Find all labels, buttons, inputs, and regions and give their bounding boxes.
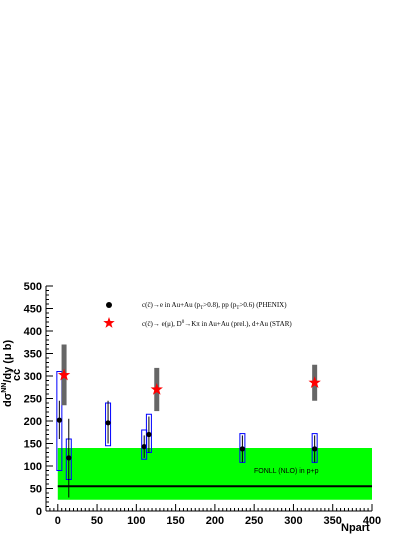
- phenix-point: [56, 371, 63, 471]
- phenix-marker: [56, 417, 62, 423]
- phenix-point: [65, 418, 72, 498]
- y-tick-label: 0: [36, 506, 42, 518]
- y-axis-title-tail: /dy (μ b): [2, 340, 14, 383]
- fonll-band-layer: [57, 448, 372, 500]
- x-tick-label: 100: [127, 515, 145, 527]
- y-tick-label: 200: [24, 416, 42, 428]
- y-tick-label: 400: [24, 326, 42, 338]
- star-marker: [57, 368, 71, 381]
- legend-marker-star: [103, 317, 115, 328]
- star-point: [308, 364, 321, 401]
- x-tick-label: 350: [324, 515, 342, 527]
- legend: c(c̄)→e in Au+Au (pT>0.8), pp (pT>0.6) (…: [103, 301, 292, 328]
- legend-label-star: c(c̄)→ e(μ), D0→Kπ in Au+Au (prel.), d+A…: [142, 320, 292, 328]
- y-axis-title-main: dσ: [2, 392, 14, 407]
- x-tick-label: 0: [55, 515, 61, 527]
- band-label: FONLL (NLO) in p+p: [254, 468, 319, 475]
- y-tick-label: 100: [24, 461, 42, 473]
- y-tick-label: 350: [24, 349, 42, 361]
- phenix-marker: [146, 431, 152, 438]
- star-point: [150, 367, 163, 412]
- phenix-marker: [66, 455, 72, 461]
- phenix-point: [239, 433, 246, 463]
- y-axis-title: dσNN/dy (μ b) cc̄: [1, 340, 23, 407]
- x-tick-label: 400: [363, 515, 381, 527]
- legend-label-phenix: c(c̄)→e in Au+Au (pT>0.8), pp (pT>0.6) (…: [142, 301, 287, 311]
- phenix-point: [141, 429, 148, 460]
- phenix-sys-box: [56, 371, 63, 471]
- y-tick-label: 50: [30, 484, 42, 496]
- y-axis-title-sub: cc̄: [11, 369, 23, 381]
- svg-text:dσNN/dy (μ b): dσNN/dy (μ b): [1, 340, 14, 407]
- y-tick-label: 300: [24, 371, 42, 383]
- star-marker: [308, 376, 321, 389]
- phenix-marker: [312, 446, 318, 452]
- star-point: [57, 344, 71, 406]
- y-tick-label: 450: [24, 304, 42, 316]
- data-points-layer: [56, 344, 321, 498]
- x-axis-title: Npart: [341, 522, 370, 534]
- phenix-marker: [239, 446, 245, 452]
- x-tick-label: 50: [91, 515, 103, 527]
- phenix-point: [145, 413, 152, 453]
- phenix-point: [105, 400, 112, 447]
- axes: 0 50 100 150 200 250 300 350 400 0 50 100 150 200 250 3…: [24, 281, 382, 527]
- y-axis-title-sup: NN: [1, 383, 8, 393]
- y-tick-label: 150: [24, 439, 42, 451]
- x-tick-label: 150: [166, 515, 184, 527]
- y-tick-label: 500: [24, 281, 42, 293]
- phenix-point: [311, 433, 318, 463]
- phenix-marker: [141, 444, 147, 450]
- x-tick-label: 250: [245, 515, 263, 527]
- fonll-band: [57, 448, 372, 500]
- x-tick-label: 300: [284, 515, 302, 527]
- legend-marker-phenix: [106, 302, 112, 308]
- phenix-marker: [105, 420, 111, 426]
- x-tick-label: 200: [206, 515, 224, 527]
- y-tick-label: 250: [24, 394, 42, 406]
- star-marker: [150, 383, 163, 395]
